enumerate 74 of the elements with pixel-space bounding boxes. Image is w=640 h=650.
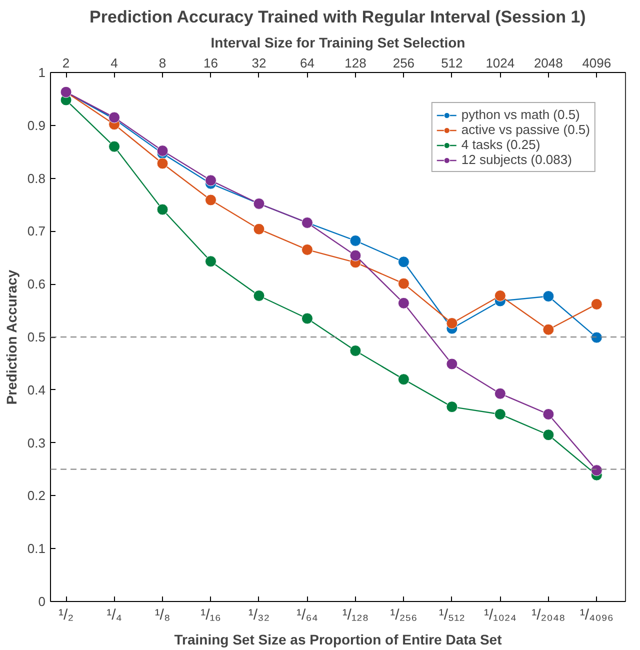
legend-label: active vs passive (0.5): [461, 122, 590, 137]
x2-tick-label: 2048: [534, 56, 563, 70]
y-tick-label: 0.9: [27, 118, 46, 133]
point: [204, 194, 216, 206]
point: [156, 158, 168, 170]
point: [253, 223, 265, 235]
point: [350, 234, 362, 246]
x2-tick-label: 1024: [486, 56, 515, 70]
point: [542, 324, 554, 336]
x2-tick-label: 128: [344, 56, 366, 70]
x-tick-label: ¹/₈: [154, 606, 170, 624]
x-tick-label: ¹/₁₆: [200, 606, 221, 624]
x2-axis-title: Interval Size for Training Set Selection: [210, 34, 466, 50]
x-tick-label: ¹/₅₁₂: [438, 606, 466, 624]
point: [542, 290, 554, 302]
x2-tick-label: 2: [62, 56, 70, 70]
point: [542, 408, 554, 420]
x-tick-label: ¹/₄: [106, 606, 122, 624]
point: [350, 345, 362, 356]
x-tick-label: ¹/₃₂: [248, 606, 270, 624]
legend-label: 12 subjects (0.083): [461, 152, 572, 167]
point: [494, 290, 506, 302]
x2-tick-label: 256: [392, 56, 415, 70]
point: [590, 332, 602, 344]
point: [204, 174, 216, 186]
point: [204, 256, 216, 268]
x-tick-label: ¹/₁₀₂₄: [484, 606, 516, 624]
point: [494, 408, 506, 420]
x-tick-label: ¹/₆₄: [296, 606, 318, 624]
point: [446, 318, 458, 329]
point: [542, 429, 554, 441]
point: [108, 140, 120, 152]
x2-tick-label: 8: [158, 56, 166, 70]
y-tick-label: 0.5: [27, 330, 46, 344]
point: [253, 290, 265, 302]
y-tick-label: 0: [38, 594, 46, 609]
legend-label: 4 tasks (0.25): [461, 137, 540, 152]
x2-tick-label: 64: [300, 56, 314, 70]
y-tick-label: 0.6: [27, 276, 46, 292]
point: [350, 250, 362, 262]
point: [398, 278, 410, 290]
point: [301, 244, 313, 256]
chart-title: Prediction Accuracy Trained with Regular Interval (Session 1): [90, 8, 586, 26]
x-axis-title: Training Set Size as Proportion of Entire Data Set: [174, 632, 502, 648]
x-tick-label: ¹/₄₀₉₆: [580, 606, 614, 624]
point: [156, 204, 168, 216]
y-tick-label: 1: [38, 65, 46, 80]
legend-label: python vs math (0.5): [461, 107, 580, 122]
point: [301, 312, 313, 324]
point: [398, 256, 410, 268]
x-tick-label: ¹/₂: [58, 606, 74, 624]
point: [446, 358, 458, 370]
x2-tick-label: 32: [252, 56, 266, 70]
y-tick-label: 0.2: [27, 488, 46, 504]
point: [446, 401, 458, 413]
point: [156, 145, 168, 157]
point: [398, 374, 410, 386]
x2-tick-label: 16: [204, 56, 218, 70]
y-tick-label: 0.1: [27, 541, 46, 556]
point: [590, 464, 602, 476]
x2-tick-label: 512: [441, 56, 463, 70]
y-axis-title: Prediction Accuracy: [3, 270, 20, 405]
y-tick-label: 0.3: [27, 435, 46, 450]
point: [398, 297, 410, 309]
y-tick-label: 0.4: [27, 382, 46, 398]
x-tick-label: ¹/₂₅₆: [390, 606, 418, 624]
x-tick-label: ¹/₂₀₄₈: [532, 606, 566, 624]
y-tick-label: 0.8: [27, 170, 46, 186]
point: [494, 388, 506, 400]
x-tick-label: ¹/₁₂₈: [342, 606, 369, 624]
x2-tick-label: 4: [110, 56, 118, 70]
x2-tick-label: 4096: [582, 56, 612, 70]
y-tick-label: 0.7: [27, 224, 46, 239]
point: [590, 298, 602, 310]
